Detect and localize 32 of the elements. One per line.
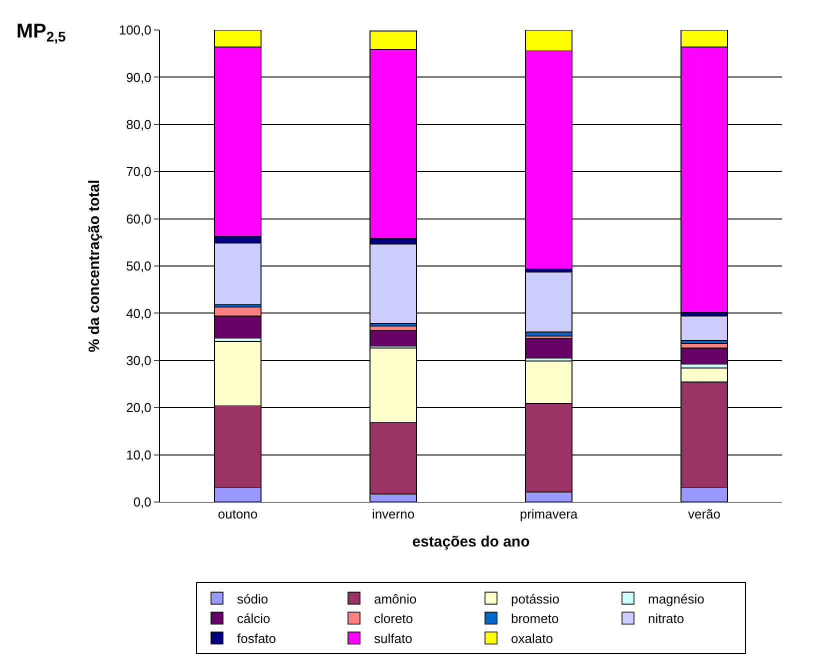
y-tick-label: 80,0 <box>126 116 152 132</box>
y-tick-label: 40,0 <box>126 306 152 321</box>
x-tick-label: inverno <box>372 506 415 522</box>
bar <box>525 338 572 358</box>
y-tick-label: 100,0 <box>118 22 152 38</box>
legend-label: brometo <box>511 611 559 626</box>
legend-label: amônio <box>374 591 417 606</box>
x-tick-label: primavera <box>520 506 578 522</box>
y-tick-label: 70,0 <box>126 164 152 180</box>
y-tick-label: 30,0 <box>126 352 152 368</box>
bar <box>370 330 417 347</box>
y-tick-label: 10,0 <box>126 447 152 462</box>
y-tick-label: 60,0 <box>126 211 152 226</box>
y-tick-label: 90,0 <box>126 70 152 85</box>
legend-label: sulfato <box>374 631 412 646</box>
bar <box>680 316 728 341</box>
x-axis-title: estações do ano <box>412 534 530 551</box>
y-tick-label: 50,0 <box>126 258 152 274</box>
y-tick-label: 20,0 <box>126 400 152 416</box>
legend-label: cálcio <box>237 611 270 626</box>
legend-label: nitrato <box>648 611 684 626</box>
chart-title: MP$_{2,5}$ <box>16 20 66 45</box>
legend-label: cloreto <box>374 611 414 626</box>
y-tick-label: 0,0 <box>133 494 152 510</box>
legend-label: magnésio <box>648 591 704 606</box>
legend-label: sódio <box>237 591 268 606</box>
legend-label: fosfato <box>237 631 276 646</box>
legend-label: potássio <box>511 591 560 606</box>
x-tick-label: verão <box>688 506 721 522</box>
y-axis-title: % da concentração total <box>86 180 104 352</box>
legend-label: oxalato <box>511 631 553 646</box>
x-tick-label: outono <box>218 506 258 522</box>
